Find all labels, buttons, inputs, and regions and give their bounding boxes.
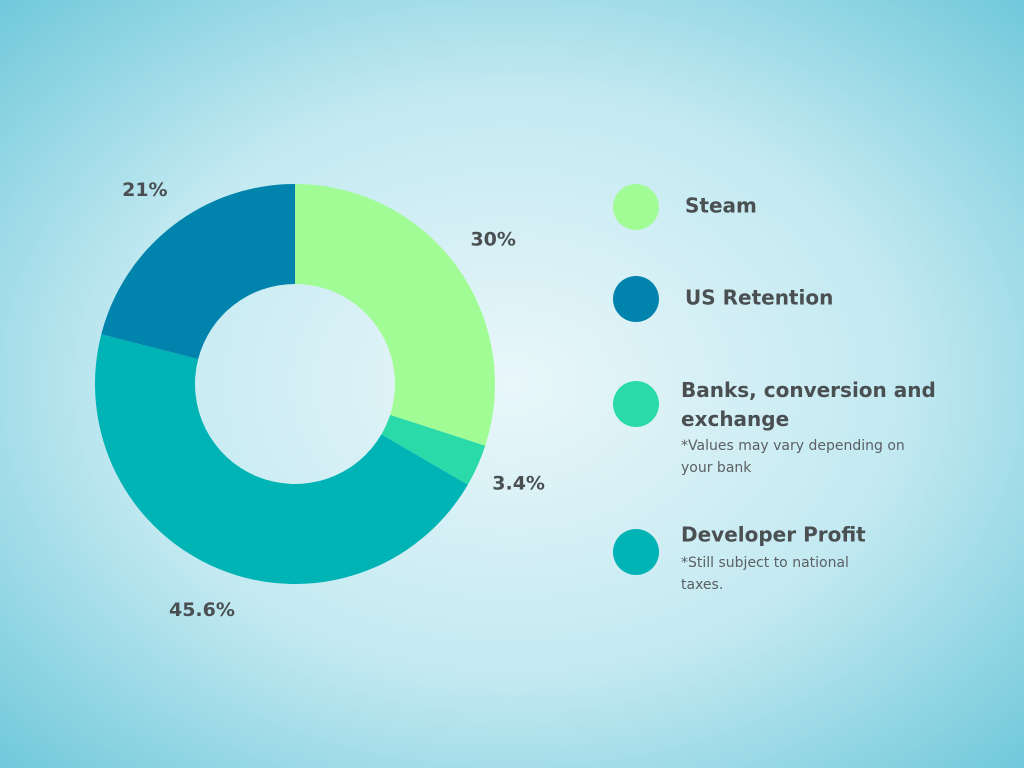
legend-note: *Still subject to national taxes. <box>681 555 849 593</box>
legend-swatch <box>613 184 659 230</box>
legend-label: Banks, conversion and exchange <box>681 378 936 431</box>
legend-swatch <box>613 276 659 322</box>
donut-slice <box>94 334 468 585</box>
legend-label: Steam <box>685 194 757 218</box>
legend-note: *Values may vary depending on your bank <box>681 438 905 476</box>
legend-swatch <box>613 529 659 575</box>
value-label: 21% <box>122 179 167 201</box>
legend-swatch <box>613 381 659 427</box>
donut-slice <box>101 184 295 360</box>
value-label: 45.6% <box>169 599 235 621</box>
legend-label: US Retention <box>685 286 833 310</box>
value-label: 30% <box>470 228 515 250</box>
donut-slice <box>295 184 496 446</box>
legend-label: Developer Profit <box>681 523 866 547</box>
donut-slice <box>381 414 486 485</box>
value-label: 3.4% <box>492 473 545 495</box>
